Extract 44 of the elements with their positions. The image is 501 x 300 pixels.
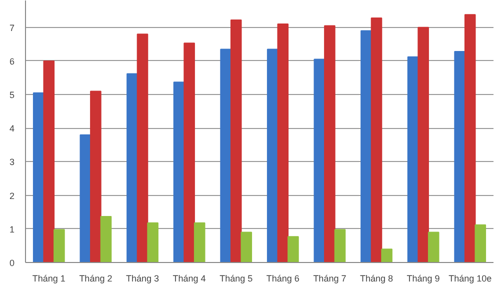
x-tick-label: Tháng 4 <box>172 274 206 284</box>
bar <box>90 90 102 262</box>
bar <box>194 222 206 262</box>
x-tick-label: Tháng 1 <box>32 274 66 284</box>
y-tick-label: 2 <box>9 190 15 201</box>
bar <box>240 232 252 262</box>
bar <box>428 232 440 262</box>
x-tick-label: Tháng 7 <box>313 274 346 284</box>
bar <box>32 92 44 262</box>
bar <box>454 51 466 262</box>
y-tick-label: 6 <box>9 56 15 66</box>
bar <box>266 48 278 262</box>
bar <box>360 30 372 262</box>
bar <box>474 224 486 262</box>
y-tick-label: 0 <box>9 258 15 268</box>
x-tick-label: Tháng 2 <box>79 274 112 284</box>
bar <box>43 60 55 262</box>
bar <box>418 26 429 262</box>
x-tick-label: Tháng 10e <box>448 274 492 284</box>
x-tick-label: Tháng 5 <box>220 274 253 284</box>
y-tick-label: 3 <box>9 157 15 168</box>
y-tick-label: 7 <box>9 22 15 33</box>
bar <box>230 19 242 262</box>
bar <box>100 216 112 262</box>
y-tick-label: 5 <box>9 90 15 100</box>
bar <box>324 25 336 262</box>
bar <box>381 248 392 262</box>
bar <box>184 42 195 262</box>
y-tick-label: 1 <box>9 224 15 234</box>
y-tick-label: 4 <box>9 124 15 134</box>
bar <box>54 229 65 262</box>
bar <box>277 24 289 262</box>
x-tick-label: Tháng 3 <box>126 274 160 284</box>
bar <box>220 48 232 262</box>
bar <box>147 222 158 262</box>
x-tick-label: Tháng 9 <box>406 274 440 284</box>
bar <box>136 34 148 262</box>
x-tick-label: Tháng 8 <box>360 274 394 284</box>
bar <box>334 229 346 262</box>
bar <box>126 73 138 262</box>
bar <box>288 236 299 262</box>
bar <box>370 17 382 262</box>
x-tick-label: Tháng 6 <box>266 274 300 284</box>
bar <box>464 14 476 262</box>
